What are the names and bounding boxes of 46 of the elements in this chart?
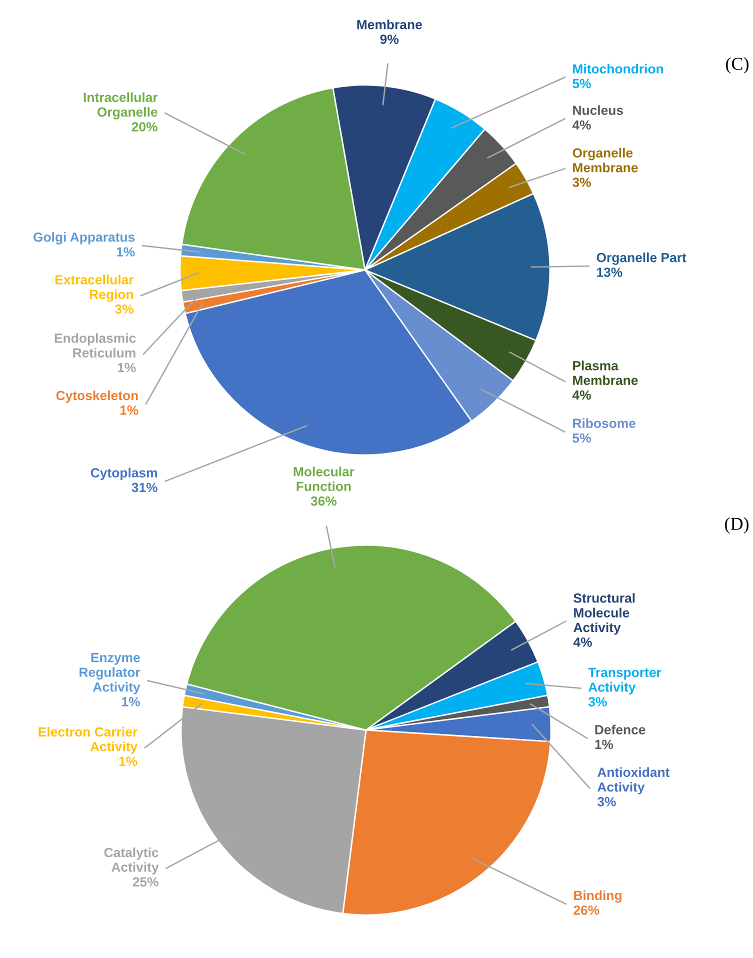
data-label: 13% <box>597 268 622 277</box>
slice-label: Mitochondrion <box>573 64 663 74</box>
data-label: 20% <box>132 122 158 132</box>
data-label: 3% <box>597 797 616 806</box>
data-label: 1% <box>118 362 136 372</box>
data-label: 1% <box>120 406 138 415</box>
slice-label: Organelle Part <box>596 252 686 265</box>
data-label: 9% <box>380 34 399 44</box>
slice-label: Cytoplasm <box>90 468 157 480</box>
data-label: 4% <box>572 390 591 400</box>
data-label: 25% <box>132 877 158 887</box>
slice-label: Nucleus <box>573 105 623 115</box>
slice-label: Transporter Activity <box>588 668 662 694</box>
data-label: 3% <box>572 178 591 188</box>
data-label: 26% <box>574 905 600 915</box>
slice-label: Plasma Membrane <box>573 360 638 386</box>
data-label: 1% <box>119 756 138 766</box>
slice-label: Endoplasmic Reticulum <box>54 333 136 358</box>
text: (C) <box>726 57 749 74</box>
slice-label: Intracellular Organelle <box>84 92 158 120</box>
data-label: 36% <box>310 496 337 506</box>
data-label: 31% <box>132 482 158 492</box>
slice-label: Molecular Function <box>294 466 354 492</box>
data-label: 5% <box>572 433 591 443</box>
data-label: 1% <box>122 697 140 706</box>
slice-label: Electron Carrier Activity <box>38 726 138 754</box>
slice-label: Enzyme Regulator Activity <box>80 653 140 694</box>
slice-label: Membrane <box>357 20 422 30</box>
slice-label: Antioxidant Activity <box>597 767 670 794</box>
data-label: 3% <box>115 304 134 314</box>
data-label: 4% <box>573 638 592 647</box>
data-label: 3% <box>588 697 607 706</box>
slice-label: Defence <box>595 724 646 734</box>
slice-label: Structural Molecule Activity <box>574 593 635 635</box>
slice-label: Ribosome <box>573 418 636 428</box>
data-label: 5% <box>572 78 591 88</box>
data-label: 1% <box>595 740 614 750</box>
data-label: 1% <box>116 247 135 257</box>
slice-label: Organelle Membrane <box>572 148 638 172</box>
slice-label: Catalytic Activity <box>104 847 159 874</box>
slice-label: Extracellular Region <box>55 274 134 302</box>
slice-label: Cytoskeleton <box>56 390 138 403</box>
slice-label: Golgi Apparatus <box>34 232 135 244</box>
text: (D) <box>725 517 749 534</box>
slice-label: Binding <box>574 890 622 903</box>
data-label: 4% <box>572 120 591 130</box>
